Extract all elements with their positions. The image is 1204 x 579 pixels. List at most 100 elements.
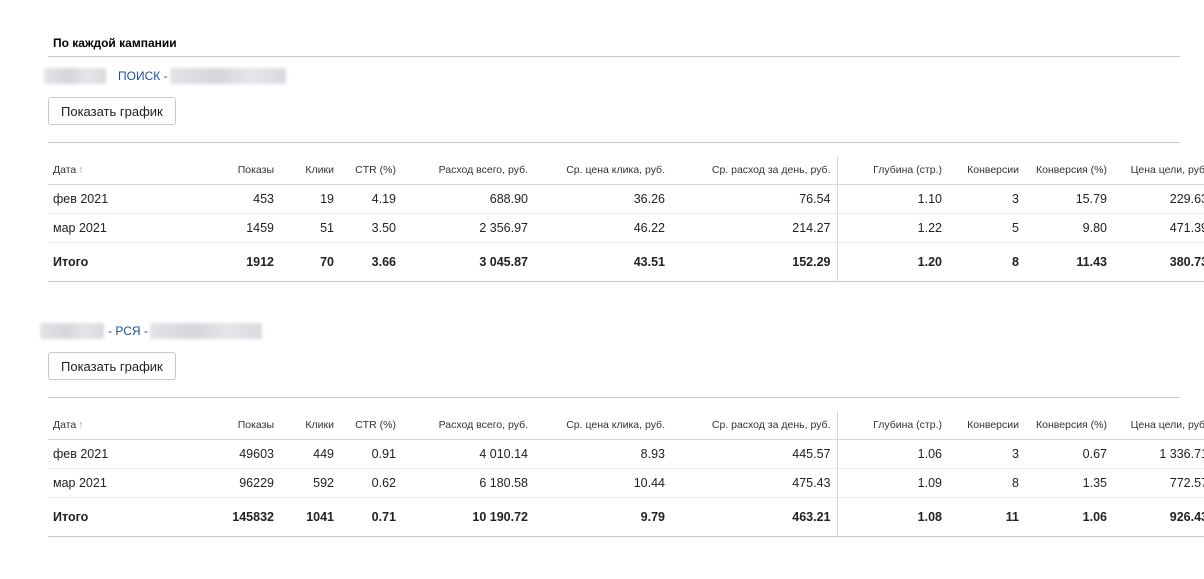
cell-depth: 1.09 (837, 468, 948, 498)
column-header-impressions[interactable]: Показы (168, 411, 280, 440)
campaign-link[interactable]: ПОИСК - (118, 69, 168, 83)
column-header-ctr[interactable]: CTR (%) (340, 156, 402, 185)
cell-conversions: 5 (948, 213, 1025, 243)
cell-goal-cost: 471.39 (1113, 213, 1204, 243)
campaign-name[interactable]: - РСЯ - (40, 322, 262, 340)
cell-conversions: 11 (948, 497, 1025, 537)
table-row: фев 2021 49603 449 0.91 4 010.14 8.93 44… (48, 439, 1204, 469)
column-header-conversions[interactable]: Конверсии (948, 156, 1025, 185)
table-row: мар 2021 1459 51 3.50 2 356.97 46.22 214… (48, 213, 1204, 243)
campaign-name[interactable]: ПОИСК - (44, 67, 286, 85)
stats-table: Дата ↑ Показы Клики CTR (%) Расход всего,… (48, 156, 1204, 282)
sort-asc-icon: ↑ (78, 419, 84, 431)
cell-avg-cpc: 8.93 (534, 439, 671, 469)
cell-goal-cost: 1 336.71 (1113, 439, 1204, 469)
cell-spend-total: 688.90 (402, 184, 534, 214)
cell-depth: 1.22 (837, 213, 948, 243)
cell-conversions: 3 (948, 184, 1025, 214)
column-header-avg-daily-spend[interactable]: Ср. расход за день, руб. (671, 411, 838, 440)
cell-date: мар 2021 (48, 468, 168, 498)
cell-conversion-rate: 1.35 (1025, 468, 1113, 498)
cell-goal-cost: 229.63 (1113, 184, 1204, 214)
cell-avg-cpc: 46.22 (534, 213, 671, 243)
cell-goal-cost: 772.57 (1113, 468, 1204, 498)
column-header-date[interactable]: Дата ↑ (48, 156, 168, 185)
table-total-row: Итого 145832 1041 0.71 10 190.72 9.79 46… (48, 497, 1204, 537)
column-header-avg-cpc[interactable]: Ср. цена клика, руб. (534, 411, 671, 440)
redacted-text (169, 68, 286, 84)
redacted-text (40, 323, 104, 339)
cell-impressions: 1459 (168, 213, 280, 243)
cell-clicks: 449 (280, 439, 340, 469)
top-divider (48, 56, 1180, 57)
column-header-conversions[interactable]: Конверсии (948, 411, 1025, 440)
cell-avg-daily-spend: 76.54 (671, 184, 838, 214)
column-header-avg-daily-spend[interactable]: Ср. расход за день, руб. (671, 156, 838, 185)
table-divider (48, 397, 1180, 398)
show-chart-button[interactable]: Показать график (48, 97, 176, 125)
cell-total-label: Итого (48, 242, 168, 282)
column-header-conversion-rate[interactable]: Конверсия (%) (1025, 156, 1113, 185)
table-row: фев 2021 453 19 4.19 688.90 36.26 76.54 … (48, 184, 1204, 214)
column-header-impressions[interactable]: Показы (168, 156, 280, 185)
cell-ctr: 0.62 (340, 468, 402, 498)
cell-clicks: 51 (280, 213, 340, 243)
cell-clicks: 19 (280, 184, 340, 214)
cell-clicks: 592 (280, 468, 340, 498)
column-header-depth[interactable]: Глубина (стр.) (837, 156, 948, 185)
cell-impressions: 49603 (168, 439, 280, 469)
show-chart-button[interactable]: Показать график (48, 352, 176, 380)
column-header-spend-total[interactable]: Расход всего, руб. (402, 156, 534, 185)
column-header-ctr[interactable]: CTR (%) (340, 411, 402, 440)
redacted-text (44, 68, 106, 84)
redacted-text (149, 323, 262, 339)
table-row: мар 2021 96229 592 0.62 6 180.58 10.44 4… (48, 468, 1204, 498)
cell-avg-daily-spend: 475.43 (671, 468, 838, 498)
cell-conversion-rate: 1.06 (1025, 497, 1113, 537)
cell-clicks: 70 (280, 242, 340, 282)
cell-conversion-rate: 0.67 (1025, 439, 1113, 469)
column-header-clicks[interactable]: Клики (280, 156, 340, 185)
cell-ctr: 4.19 (340, 184, 402, 214)
cell-avg-cpc: 36.26 (534, 184, 671, 214)
cell-ctr: 3.66 (340, 242, 402, 282)
table-header-row: Дата ↑ Показы Клики CTR (%) Расход всего,… (48, 411, 1204, 440)
cell-depth: 1.06 (837, 439, 948, 469)
cell-date: мар 2021 (48, 213, 168, 243)
column-header-conversion-rate[interactable]: Конверсия (%) (1025, 411, 1113, 440)
column-header-avg-cpc[interactable]: Ср. цена клика, руб. (534, 156, 671, 185)
cell-avg-cpc: 43.51 (534, 242, 671, 282)
cell-depth: 1.08 (837, 497, 948, 537)
cell-ctr: 0.71 (340, 497, 402, 537)
campaign-link[interactable]: - РСЯ - (108, 324, 148, 338)
cell-goal-cost: 926.43 (1113, 497, 1204, 537)
cell-clicks: 1041 (280, 497, 340, 537)
cell-depth: 1.20 (837, 242, 948, 282)
cell-conversions: 8 (948, 242, 1025, 282)
column-header-date[interactable]: Дата ↑ (48, 411, 168, 440)
cell-avg-daily-spend: 214.27 (671, 213, 838, 243)
table-divider (48, 142, 1180, 143)
cell-goal-cost: 380.73 (1113, 242, 1204, 282)
stats-table: Дата ↑ Показы Клики CTR (%) Расход всего,… (48, 411, 1204, 537)
section-title: По каждой кампании (53, 36, 177, 50)
column-header-goal-cost[interactable]: Цена цели, руб. (1113, 156, 1204, 185)
cell-spend-total: 3 045.87 (402, 242, 534, 282)
cell-conversion-rate: 11.43 (1025, 242, 1113, 282)
column-header-spend-total[interactable]: Расход всего, руб. (402, 411, 534, 440)
cell-avg-cpc: 10.44 (534, 468, 671, 498)
column-header-clicks[interactable]: Клики (280, 411, 340, 440)
cell-ctr: 3.50 (340, 213, 402, 243)
cell-spend-total: 10 190.72 (402, 497, 534, 537)
cell-date: фев 2021 (48, 184, 168, 214)
cell-conversion-rate: 15.79 (1025, 184, 1113, 214)
cell-impressions: 96229 (168, 468, 280, 498)
column-header-goal-cost[interactable]: Цена цели, руб. (1113, 411, 1204, 440)
cell-avg-daily-spend: 463.21 (671, 497, 838, 537)
cell-date: фев 2021 (48, 439, 168, 469)
cell-avg-daily-spend: 152.29 (671, 242, 838, 282)
table-header-row: Дата ↑ Показы Клики CTR (%) Расход всего,… (48, 156, 1204, 185)
column-header-depth[interactable]: Глубина (стр.) (837, 411, 948, 440)
cell-spend-total: 2 356.97 (402, 213, 534, 243)
cell-impressions: 1912 (168, 242, 280, 282)
